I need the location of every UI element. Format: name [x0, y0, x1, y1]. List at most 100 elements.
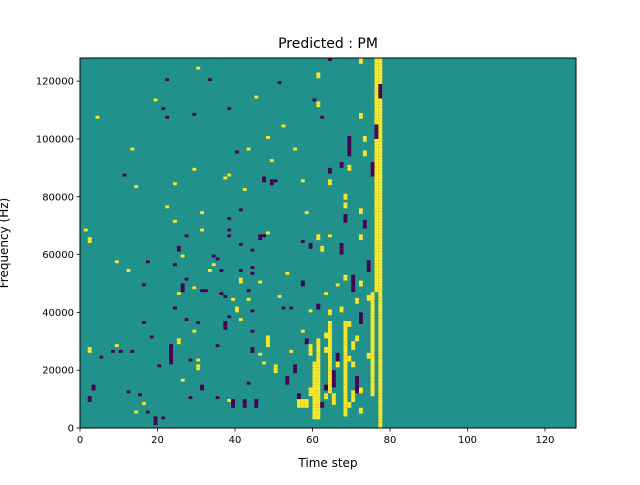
- heatmap-cell-high: [374, 81, 379, 85]
- heatmap-cell-high: [374, 251, 379, 255]
- heatmap-cell-high: [328, 361, 332, 365]
- heatmap-cell-low: [149, 335, 154, 339]
- heatmap-cell-high: [328, 309, 332, 313]
- heatmap-cell-high: [374, 274, 379, 278]
- heatmap-cell-high: [370, 352, 375, 356]
- heatmap-cell-high: [173, 219, 177, 223]
- heatmap-cell-high: [359, 410, 363, 414]
- heatmap-cell-high: [285, 271, 290, 275]
- heatmap-cell-high: [324, 332, 329, 336]
- heatmap-cell-high: [316, 349, 321, 353]
- heatmap-cell-high: [273, 367, 278, 371]
- heatmap-cell-high: [343, 358, 348, 362]
- heatmap-cell-low: [374, 133, 379, 137]
- heatmap-cell-high: [95, 115, 100, 119]
- heatmap-cell-high: [378, 352, 383, 356]
- heatmap-cell-high: [370, 349, 375, 353]
- heatmap-cell-low: [176, 248, 181, 252]
- heatmap-cell-high: [374, 263, 379, 267]
- heatmap-cell-low: [320, 401, 325, 405]
- heatmap-cell-high: [343, 349, 348, 353]
- heatmap-cell-high: [355, 335, 360, 339]
- heatmap-cell-high: [328, 329, 332, 333]
- heatmap-cell-low: [347, 150, 352, 154]
- heatmap-cell-high: [359, 60, 363, 64]
- heatmap-cell-high: [378, 243, 383, 246]
- heatmap-cell-high: [378, 130, 383, 134]
- heatmap-cell-high: [297, 399, 301, 402]
- heatmap-cell-high: [378, 254, 383, 258]
- heatmap-cell-high: [378, 401, 383, 405]
- heatmap-cell-high: [258, 352, 263, 356]
- heatmap-cell-high: [378, 176, 383, 180]
- heatmap-cell-high: [343, 413, 348, 417]
- heatmap-cell-low: [223, 326, 228, 330]
- heatmap-cell-high: [196, 66, 201, 70]
- heatmap-cell-low: [331, 375, 336, 379]
- heatmap-cell-high: [343, 393, 348, 397]
- heatmap-cell-low: [145, 260, 150, 264]
- heatmap-cell-high: [196, 364, 201, 368]
- heatmap-cell-low: [130, 349, 135, 353]
- heatmap-cell-high: [374, 170, 379, 174]
- heatmap-cell-low: [316, 306, 321, 310]
- heatmap-cell-high: [370, 303, 375, 307]
- heatmap-cell-low: [300, 280, 305, 284]
- heatmap-cell-high: [320, 248, 325, 252]
- heatmap-cell-low: [227, 107, 232, 111]
- heatmap-cell-low: [370, 173, 375, 177]
- heatmap-cell-high: [378, 329, 383, 333]
- heatmap-cell-high: [359, 115, 363, 119]
- heatmap-cell-high: [378, 98, 383, 102]
- heatmap-cell-high: [378, 286, 383, 290]
- heatmap-cell-low: [161, 416, 166, 420]
- heatmap-cell-high: [359, 280, 363, 284]
- heatmap-cell-low: [324, 387, 329, 391]
- heatmap-cell-low: [343, 216, 348, 220]
- heatmap-cell-high: [378, 205, 383, 209]
- heatmap-cell-high: [343, 384, 348, 388]
- heatmap-cell-high: [378, 326, 383, 330]
- heatmap-cell-high: [316, 101, 321, 105]
- heatmap-cell-high: [343, 352, 348, 356]
- heatmap-cell-high: [374, 86, 379, 90]
- heatmap-cell-high: [374, 138, 379, 142]
- heatmap-cell-high: [374, 89, 379, 93]
- heatmap-cell-low: [142, 321, 146, 324]
- heatmap-cell-low: [351, 283, 356, 287]
- heatmap-cell-high: [347, 358, 352, 362]
- heatmap-cell-low: [173, 263, 177, 267]
- heatmap-cell-high: [370, 387, 375, 391]
- heatmap-cell-high: [324, 335, 329, 339]
- heatmap-cell-high: [378, 147, 383, 151]
- heatmap-cell-high: [370, 312, 375, 316]
- heatmap-cell-high: [378, 300, 383, 304]
- heatmap-cell-low: [351, 289, 356, 293]
- heatmap-cell-low: [262, 176, 267, 180]
- heatmap-cell-high: [324, 396, 329, 400]
- heatmap-cell-high: [343, 375, 348, 379]
- heatmap-cell-high: [316, 355, 321, 359]
- heatmap-cell-high: [378, 66, 383, 70]
- heatmap-cell-high: [370, 390, 375, 394]
- heatmap-cell-high: [312, 375, 317, 379]
- heatmap-cells: [83, 58, 383, 428]
- heatmap-cell-high: [374, 266, 379, 270]
- heatmap-cell-high: [378, 101, 383, 105]
- heatmap-cell-high: [378, 344, 383, 348]
- heatmap-cell-high: [378, 419, 383, 423]
- heatmap-cell-high: [258, 280, 263, 284]
- heatmap-cell-high: [374, 147, 379, 151]
- heatmap-cell-high: [196, 358, 201, 362]
- heatmap-cell-high: [324, 349, 329, 353]
- heatmap-cell-low: [269, 179, 274, 183]
- heatmap-cell-high: [374, 222, 379, 226]
- heatmap-cell-high: [343, 370, 348, 374]
- heatmap-cell-high: [370, 329, 375, 333]
- heatmap-cell-high: [87, 349, 92, 353]
- heatmap-cell-high: [378, 167, 383, 171]
- heatmap-cell-high: [374, 110, 379, 113]
- heatmap-cell-high: [308, 393, 313, 397]
- heatmap-cell-high: [343, 396, 348, 400]
- heatmap-cell-high: [196, 367, 201, 371]
